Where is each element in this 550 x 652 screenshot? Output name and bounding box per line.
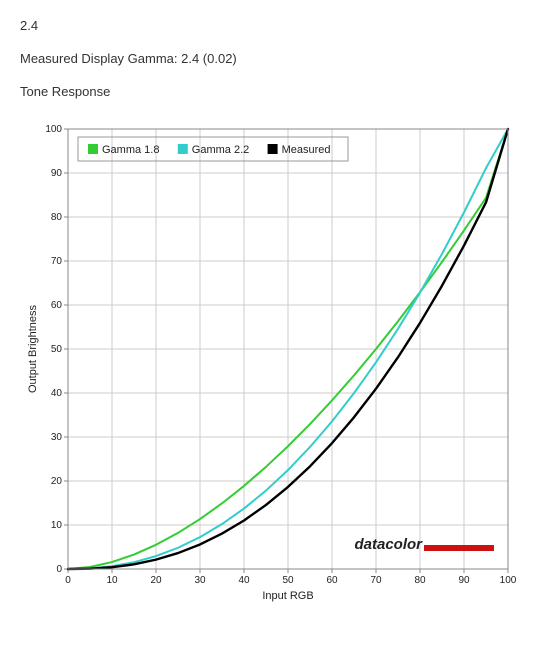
- brand-text: datacolor: [354, 536, 423, 553]
- y-tick-label: 30: [51, 432, 63, 443]
- legend-swatch: [268, 144, 278, 154]
- y-tick-label: 90: [51, 168, 63, 179]
- y-tick-label: 50: [51, 344, 63, 355]
- brand-bar: [424, 545, 494, 551]
- x-tick-label: 90: [458, 575, 470, 586]
- y-axis-label: Output Brightness: [27, 304, 39, 393]
- x-tick-label: 100: [500, 575, 517, 586]
- chart-svg: 0 10 20 30 40 50 60 70 80 90 100 0 10 20 30 40 50 60 70 80 9…: [20, 117, 520, 607]
- y-tick-label: 100: [45, 124, 62, 135]
- y-tick-label: 70: [51, 256, 63, 267]
- y-tick-label: 60: [51, 300, 63, 311]
- x-tick-label: 20: [150, 575, 162, 586]
- x-tick-label: 40: [238, 575, 250, 586]
- x-tick-label: 10: [106, 575, 118, 586]
- legend-label: Gamma 1.8: [102, 144, 159, 156]
- x-axis-label: Input RGB: [262, 590, 313, 602]
- legend-label: Gamma 2.2: [192, 144, 249, 156]
- y-tick-label: 80: [51, 212, 63, 223]
- legend-swatch: [88, 144, 98, 154]
- y-tick-label: 40: [51, 388, 63, 399]
- x-tick-label: 80: [414, 575, 426, 586]
- tone-response-chart: 0 10 20 30 40 50 60 70 80 90 100 0 10 20 30 40 50 60 70 80 9…: [20, 117, 530, 607]
- x-tick-label: 0: [65, 575, 71, 586]
- y-tick-label: 0: [56, 564, 62, 575]
- y-tick-label: 20: [51, 476, 63, 487]
- x-tick-label: 30: [194, 575, 206, 586]
- measured-gamma-line: Measured Display Gamma: 2.4 (0.02): [20, 51, 530, 66]
- target-gamma-value: 2.4: [20, 18, 530, 33]
- x-tick-label: 70: [370, 575, 382, 586]
- legend-swatch: [178, 144, 188, 154]
- chart-title: Tone Response: [20, 84, 530, 99]
- y-tick-label: 10: [51, 520, 63, 531]
- x-tick-label: 60: [326, 575, 338, 586]
- x-tick-label: 50: [282, 575, 294, 586]
- legend-label: Measured: [282, 144, 331, 156]
